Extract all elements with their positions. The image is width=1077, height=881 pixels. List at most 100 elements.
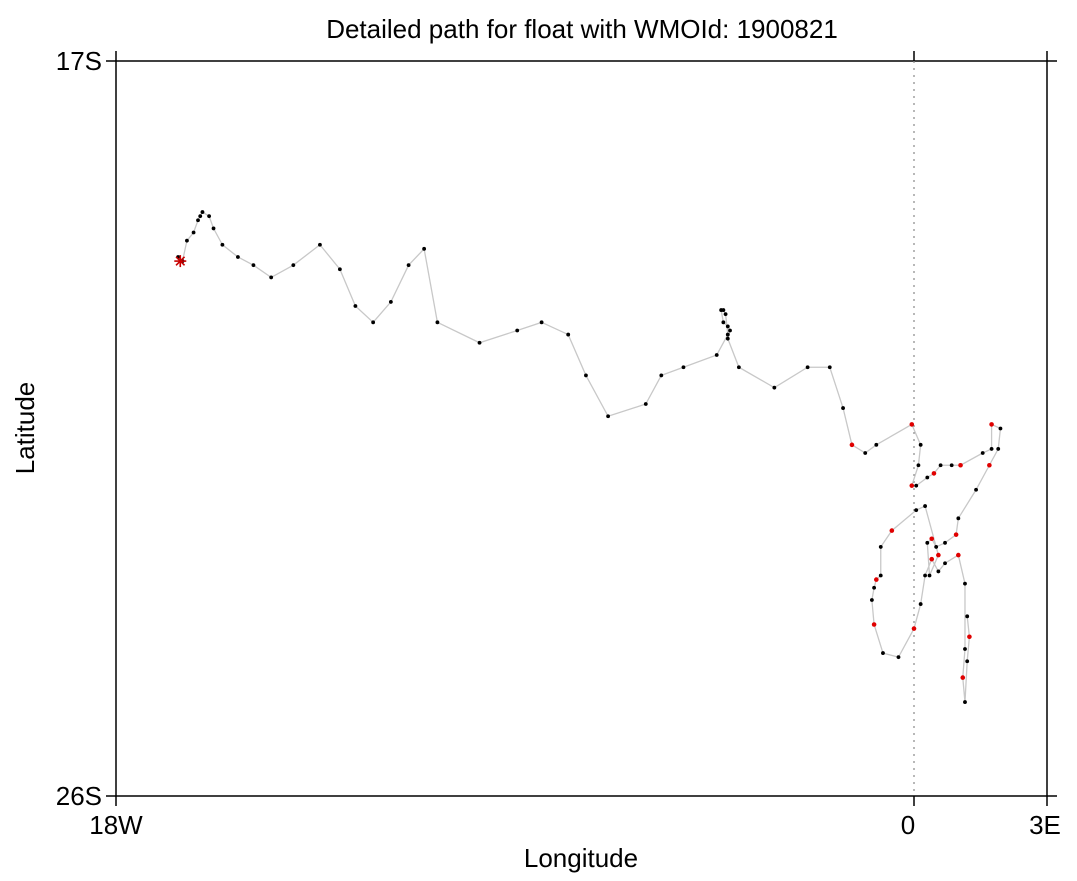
profile-point bbox=[714, 353, 719, 357]
profile-point bbox=[772, 385, 777, 390]
x-tick-label: 3E bbox=[1029, 810, 1061, 840]
y-axis-label: Latitude bbox=[10, 382, 40, 475]
profile-point bbox=[989, 447, 994, 451]
y-tick-label: 26S bbox=[56, 781, 102, 811]
profile-point bbox=[998, 426, 1003, 431]
profile-point bbox=[191, 230, 196, 235]
profile-point bbox=[987, 462, 992, 468]
profile-point bbox=[914, 508, 919, 513]
chart-title: Detailed path for float with WMOId: 1900… bbox=[326, 14, 838, 44]
profile-point bbox=[872, 585, 876, 590]
profile-point bbox=[388, 300, 393, 304]
profile-point bbox=[643, 402, 648, 406]
profile-point bbox=[584, 373, 588, 378]
profile-point bbox=[863, 451, 868, 455]
profile-point bbox=[606, 414, 610, 419]
profile-point bbox=[909, 422, 915, 427]
profile-point bbox=[927, 573, 932, 578]
profile-point bbox=[725, 336, 730, 341]
axes: 18W 0 3E 17S 26S bbox=[56, 46, 1061, 840]
profile-point bbox=[211, 226, 216, 231]
profile-point bbox=[869, 598, 874, 602]
profile-point bbox=[422, 246, 427, 251]
profile-point bbox=[200, 210, 205, 214]
profile-point bbox=[925, 540, 930, 545]
profile-point bbox=[878, 573, 883, 578]
profile-point bbox=[185, 238, 189, 243]
profile-point bbox=[196, 218, 200, 223]
profile-point bbox=[936, 552, 941, 558]
profile-point bbox=[896, 655, 901, 660]
profile-point bbox=[889, 528, 895, 533]
profile-point bbox=[251, 263, 256, 268]
profile-point bbox=[938, 463, 943, 468]
profile-point bbox=[958, 462, 963, 468]
profile-point bbox=[881, 651, 885, 655]
y-tick-label: 17S bbox=[56, 46, 102, 76]
profile-point bbox=[929, 556, 935, 562]
profile-point bbox=[736, 365, 741, 370]
profile-point bbox=[539, 320, 544, 325]
profile-point bbox=[435, 320, 440, 325]
profile-point bbox=[728, 328, 732, 333]
profile-point bbox=[725, 332, 730, 337]
profile-point bbox=[874, 577, 879, 582]
profile-point bbox=[996, 447, 1001, 451]
plot-frame bbox=[115, 60, 1048, 797]
profile-point bbox=[960, 675, 966, 680]
profile-point bbox=[681, 365, 686, 370]
profile-point bbox=[291, 263, 296, 268]
profile-point bbox=[909, 483, 915, 488]
profile-point bbox=[318, 242, 322, 247]
profile-point bbox=[925, 475, 930, 480]
profile-point bbox=[963, 581, 967, 586]
profile-point bbox=[353, 304, 358, 308]
profile-point bbox=[406, 263, 411, 268]
x-tick-label: 0 bbox=[901, 810, 915, 840]
profile-point bbox=[566, 332, 571, 337]
profile-point bbox=[936, 569, 941, 574]
profile-point bbox=[965, 659, 970, 664]
profile-point bbox=[918, 442, 923, 447]
profile-point bbox=[871, 622, 877, 627]
profile-point bbox=[723, 312, 728, 317]
profile-point bbox=[934, 545, 939, 549]
deployment-star-marker bbox=[174, 255, 187, 268]
profile-point bbox=[236, 255, 240, 259]
profile-point bbox=[841, 406, 845, 410]
x-axis-label: Longitude bbox=[524, 843, 638, 873]
profile-point bbox=[721, 320, 726, 325]
profile-point bbox=[198, 214, 203, 219]
profile-point bbox=[719, 308, 724, 312]
profile-point bbox=[914, 483, 919, 488]
profile-point bbox=[963, 700, 967, 704]
profile-point bbox=[827, 365, 832, 370]
profile-point bbox=[953, 532, 959, 537]
profile-point bbox=[911, 626, 917, 631]
profile-point bbox=[805, 365, 810, 370]
profile-point bbox=[956, 516, 961, 521]
profile-point bbox=[878, 545, 883, 549]
profile-point bbox=[725, 324, 730, 329]
profile-point bbox=[963, 647, 967, 651]
float-trajectory-line bbox=[177, 211, 1002, 703]
profile-point bbox=[515, 328, 520, 333]
profile-point bbox=[207, 214, 212, 219]
profile-point bbox=[220, 242, 225, 247]
profile-point bbox=[949, 463, 954, 468]
profile-point bbox=[943, 540, 947, 545]
x-tick-label: 18W bbox=[89, 810, 143, 840]
profile-point bbox=[943, 561, 947, 566]
profile-point bbox=[923, 573, 927, 578]
profile-point bbox=[918, 602, 923, 606]
profile-point bbox=[965, 614, 970, 619]
profile-point bbox=[931, 471, 937, 476]
profile-point bbox=[923, 504, 927, 508]
profile-point bbox=[659, 373, 664, 378]
profile-point bbox=[371, 320, 376, 325]
profile-point bbox=[916, 463, 921, 468]
plot-area bbox=[174, 61, 1003, 796]
profile-point bbox=[980, 451, 985, 455]
profile-point bbox=[929, 536, 935, 542]
